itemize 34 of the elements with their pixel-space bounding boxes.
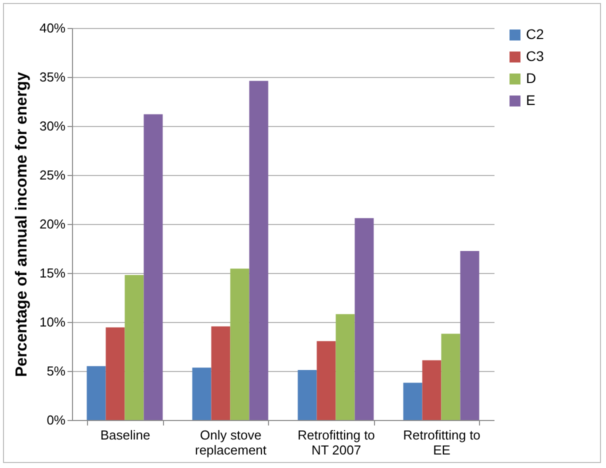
bar [106, 327, 125, 420]
y-tick-label: 35% [39, 70, 66, 84]
bar [144, 114, 163, 420]
y-tick-label: 0% [46, 412, 66, 428]
y-tick-label: 5% [46, 364, 66, 378]
bar [460, 250, 480, 420]
bar [316, 341, 336, 420]
bar [422, 360, 442, 420]
legend-label: D [526, 70, 536, 86]
bar [354, 218, 374, 420]
legend-label: C3 [526, 48, 544, 64]
y-tick-label: 15% [39, 266, 66, 280]
x-tick-label: Retrofitting to EE [403, 428, 480, 458]
bar [441, 334, 460, 420]
bar [124, 274, 144, 420]
bar [336, 314, 355, 420]
bar [211, 326, 230, 420]
y-tick-label: 25% [39, 168, 66, 182]
x-tick-label: Only stove replacement [194, 428, 267, 458]
legend-label: C2 [526, 26, 544, 42]
bar [86, 366, 106, 420]
bar [249, 80, 268, 420]
y-tick-label: 20% [39, 216, 66, 232]
bar [298, 370, 317, 420]
y-axis-title: Percentage of annual income for energy [13, 72, 30, 377]
y-tick-label: 40% [39, 20, 66, 36]
y-tick-label: 30% [39, 118, 66, 134]
bar [403, 382, 422, 420]
bar [192, 368, 212, 420]
x-tick-label: Baseline [100, 428, 150, 442]
x-tick-label: Retrofitting to NT 2007 [298, 428, 375, 458]
legend-label: E [526, 92, 536, 108]
bar [230, 268, 250, 420]
y-tick-label: 10% [39, 314, 66, 330]
